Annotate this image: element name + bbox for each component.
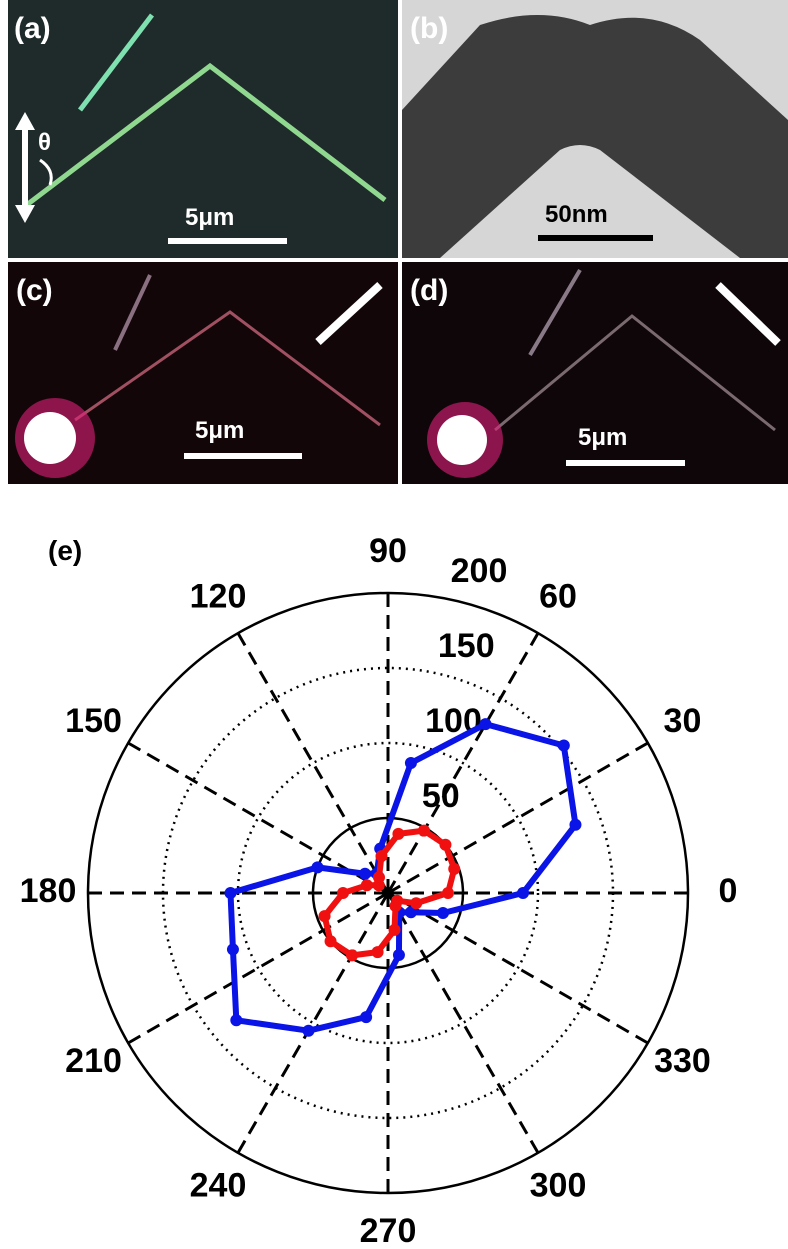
angle-label: 60 bbox=[539, 578, 577, 616]
angle-label: θ bbox=[38, 129, 51, 156]
data-point bbox=[442, 887, 454, 899]
laser-spot bbox=[24, 412, 76, 464]
data-point bbox=[480, 718, 492, 730]
data-point bbox=[418, 825, 430, 837]
scale-label: 5μm bbox=[185, 204, 234, 231]
angle-label: 240 bbox=[190, 1166, 247, 1204]
data-point bbox=[325, 935, 337, 947]
laser-spot bbox=[437, 415, 487, 465]
panel-label: (d) bbox=[410, 274, 448, 307]
data-point bbox=[569, 819, 581, 831]
r-tick-label: 150 bbox=[438, 627, 495, 665]
data-point bbox=[439, 839, 451, 851]
data-point bbox=[230, 1014, 242, 1026]
panel-d: (d) 5μm bbox=[402, 262, 788, 484]
data-point bbox=[360, 1011, 372, 1023]
scale-label: 5μm bbox=[578, 424, 627, 451]
data-point bbox=[359, 868, 371, 880]
scale-label: 5μm bbox=[195, 417, 244, 444]
data-point bbox=[225, 887, 237, 899]
data-point bbox=[312, 861, 324, 873]
data-point bbox=[361, 879, 373, 891]
data-point bbox=[410, 897, 422, 909]
panel-c: (c) 5μm bbox=[8, 262, 398, 484]
data-point bbox=[389, 924, 401, 936]
angle-label: 90 bbox=[369, 532, 407, 570]
r-tick-label: 100 bbox=[425, 702, 482, 740]
panel-label: (b) bbox=[410, 12, 448, 45]
data-point bbox=[303, 1025, 315, 1037]
angle-label: 210 bbox=[65, 1042, 122, 1080]
angle-label: 180 bbox=[20, 872, 77, 910]
data-point bbox=[437, 907, 449, 919]
data-point bbox=[405, 757, 417, 769]
panel-label: (c) bbox=[16, 274, 53, 307]
angle-label: 330 bbox=[654, 1042, 711, 1080]
data-point bbox=[558, 739, 570, 751]
data-point bbox=[227, 943, 239, 955]
panel-a: θ (a) 5μm bbox=[8, 0, 398, 258]
angle-label: 300 bbox=[530, 1166, 587, 1204]
data-point bbox=[393, 949, 405, 961]
angle-label: 30 bbox=[664, 702, 702, 740]
angle-label: 0 bbox=[719, 872, 738, 910]
chart-title: (e) bbox=[48, 535, 82, 566]
data-point bbox=[392, 828, 404, 840]
data-point bbox=[448, 863, 460, 875]
scale-label: 50nm bbox=[545, 201, 608, 228]
angle-label: 120 bbox=[190, 578, 247, 616]
data-point bbox=[375, 850, 387, 862]
panel-label: (a) bbox=[14, 12, 51, 45]
data-point bbox=[391, 895, 403, 907]
angle-label: 150 bbox=[65, 702, 122, 740]
figure: θ (a) 5μm (b) 50nm (c) 5μm (d) 5μm (e) bbox=[0, 0, 788, 1249]
r-tick-label: 200 bbox=[451, 552, 508, 590]
data-point bbox=[337, 887, 349, 899]
panel-b: (b) 50nm bbox=[402, 0, 788, 258]
angle-label: 270 bbox=[360, 1212, 417, 1249]
data-point bbox=[373, 879, 385, 891]
data-point bbox=[346, 949, 358, 961]
data-point bbox=[517, 887, 529, 899]
data-point bbox=[372, 946, 384, 958]
r-tick-label: 50 bbox=[422, 777, 460, 815]
data-point bbox=[319, 910, 331, 922]
